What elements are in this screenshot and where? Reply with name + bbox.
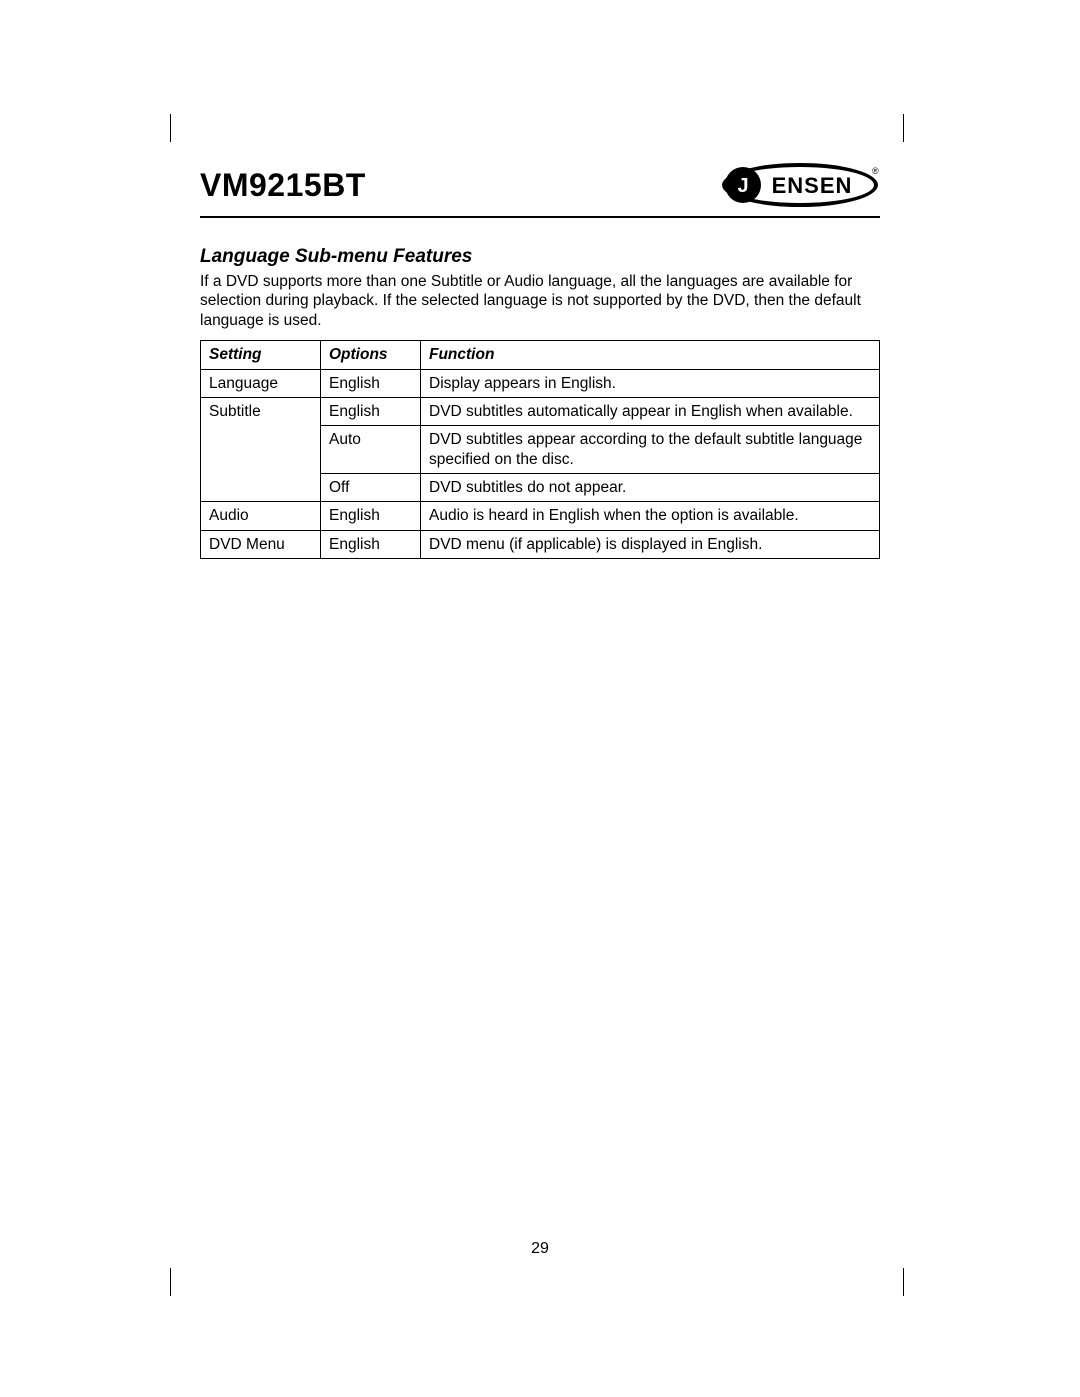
cell-function: Display appears in English. bbox=[421, 369, 880, 397]
crop-mark bbox=[170, 1268, 171, 1296]
cell-function: DVD subtitles appear according to the de… bbox=[421, 426, 880, 474]
col-header-function: Function bbox=[421, 341, 880, 369]
cell-options: English bbox=[321, 369, 421, 397]
cell-function: DVD subtitles do not appear. bbox=[421, 474, 880, 502]
crop-mark bbox=[903, 114, 904, 142]
section-title: Language Sub-menu Features bbox=[200, 246, 880, 268]
cell-options: English bbox=[321, 530, 421, 558]
language-features-table: Setting Options Function Language Englis… bbox=[200, 340, 880, 559]
model-number: VM9215BT bbox=[200, 167, 366, 204]
cell-options: Auto bbox=[321, 426, 421, 474]
col-header-setting: Setting bbox=[201, 341, 321, 369]
svg-text:J: J bbox=[737, 175, 748, 197]
cell-function: Audio is heard in English when the optio… bbox=[421, 502, 880, 530]
svg-text:®: ® bbox=[872, 166, 879, 176]
cell-options: English bbox=[321, 397, 421, 425]
table-row: Subtitle English DVD subtitles automatic… bbox=[201, 397, 880, 425]
cell-function: DVD menu (if applicable) is displayed in… bbox=[421, 530, 880, 558]
table-row: Audio English Audio is heard in English … bbox=[201, 502, 880, 530]
cell-setting: DVD Menu bbox=[201, 530, 321, 558]
cell-function: DVD subtitles automatically appear in En… bbox=[421, 397, 880, 425]
page-header: VM9215BT J ENSEN ® bbox=[200, 160, 880, 218]
cell-options: English bbox=[321, 502, 421, 530]
page-number: 29 bbox=[200, 1240, 880, 1258]
crop-mark bbox=[903, 1268, 904, 1296]
col-header-options: Options bbox=[321, 341, 421, 369]
table-row: Language English Display appears in Engl… bbox=[201, 369, 880, 397]
crop-mark bbox=[170, 114, 171, 142]
table-header-row: Setting Options Function bbox=[201, 341, 880, 369]
section-intro: If a DVD supports more than one Subtitle… bbox=[200, 272, 880, 330]
jensen-logo: J ENSEN ® bbox=[720, 160, 880, 210]
cell-options: Off bbox=[321, 474, 421, 502]
brand-text: ENSEN bbox=[772, 173, 853, 198]
cell-setting: Subtitle bbox=[201, 397, 321, 502]
cell-setting: Language bbox=[201, 369, 321, 397]
page-content: VM9215BT J ENSEN ® Language Sub-menu Fea… bbox=[200, 160, 880, 559]
cell-setting: Audio bbox=[201, 502, 321, 530]
table-row: DVD Menu English DVD menu (if applicable… bbox=[201, 530, 880, 558]
